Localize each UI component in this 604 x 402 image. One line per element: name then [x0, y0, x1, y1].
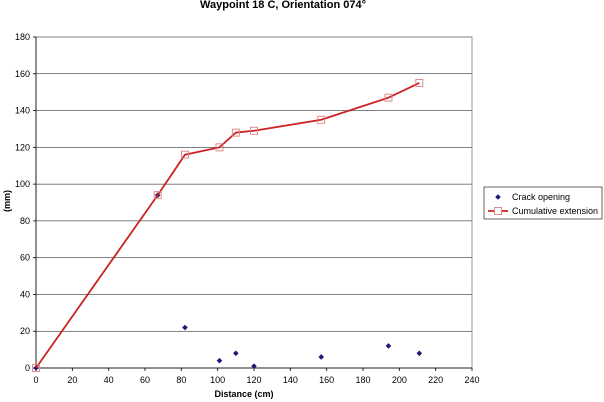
legend-label: Crack opening — [512, 192, 570, 202]
x-axis-ticks: 0 20 40 60 80 100 120 140 160 180 200 220 240 — [33, 367, 480, 385]
y-tick-label: 60 — [20, 253, 30, 263]
legend-box — [483, 186, 603, 220]
x-tick-label: 0 — [33, 375, 38, 385]
data-point-square — [415, 79, 424, 87]
y-tick-label: 100 — [15, 179, 30, 189]
data-point-square — [250, 126, 258, 135]
series-cumulative-extension — [32, 79, 424, 372]
legend-item: Cumulative extension — [488, 206, 598, 216]
x-tick-label: 240 — [464, 375, 479, 385]
x-tick-label: 80 — [176, 375, 186, 385]
x-tick-label: 180 — [355, 375, 370, 385]
legend-square-marker — [494, 207, 502, 215]
y-tick-label: 120 — [15, 142, 30, 152]
x-axis-label: Distance (cm) — [214, 389, 273, 399]
data-point-diamond — [233, 350, 239, 357]
data-point-square — [181, 150, 189, 159]
y-axis-ticks: 0 20 40 60 80 100 120 140 160 180 — [15, 32, 37, 373]
y-tick-label: 140 — [15, 106, 30, 116]
y-tick-label: 40 — [20, 289, 30, 299]
y-tick-label: 180 — [15, 32, 30, 42]
data-point-diamond — [318, 354, 325, 360]
legend-diamond-marker — [495, 194, 501, 200]
y-tick-label: 160 — [15, 69, 30, 79]
data-point-square — [32, 364, 40, 372]
x-tick-label: 140 — [283, 375, 298, 385]
y-tick-label: 0 — [25, 363, 30, 373]
x-tick-label: 20 — [67, 375, 77, 385]
series-line — [35, 82, 420, 369]
plot-frame — [35, 36, 473, 369]
y-tick-label: 80 — [20, 216, 30, 226]
chart-title: Waypoint 18 C, Orientation 074° — [200, 0, 366, 11]
legend-item: Crack opening — [495, 192, 570, 202]
series-layer — [32, 79, 424, 372]
y-tick-label: 20 — [20, 326, 30, 336]
x-tick-label: 120 — [246, 375, 261, 385]
data-point-diamond — [385, 343, 392, 349]
x-tick-label: 40 — [104, 375, 114, 385]
grid-lines — [36, 36, 472, 369]
data-point-square — [317, 115, 326, 124]
data-point-square — [384, 93, 393, 102]
x-tick-label: 160 — [319, 375, 334, 385]
data-point-diamond — [251, 363, 257, 369]
y-axis-label: (mm) — [2, 190, 12, 212]
legend: Crack opening Cumulative extension — [483, 186, 603, 220]
series-crack-opening — [33, 192, 423, 371]
data-point-square — [231, 128, 240, 137]
data-point-square — [153, 191, 162, 200]
x-tick-label: 200 — [392, 375, 407, 385]
data-point-diamond — [216, 357, 223, 364]
data-point-diamond — [416, 350, 423, 357]
x-tick-label: 60 — [140, 375, 150, 385]
legend-label: Cumulative extension — [512, 206, 598, 216]
x-tick-label: 100 — [210, 375, 225, 385]
legend-items: Crack opening Cumulative extension — [488, 192, 598, 216]
x-tick-label: 220 — [428, 375, 443, 385]
data-point-square — [215, 143, 224, 152]
data-point-diamond — [182, 324, 188, 331]
